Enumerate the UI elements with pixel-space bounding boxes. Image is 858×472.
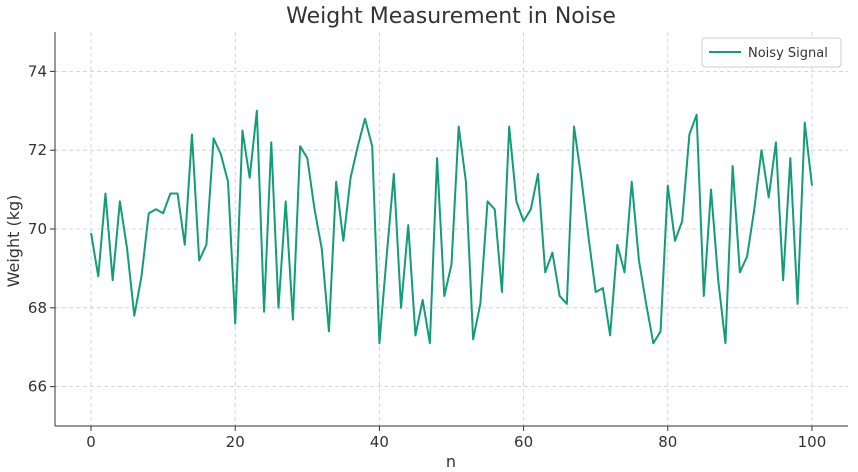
legend: Noisy Signal	[701, 37, 842, 68]
x-axis-label: n	[446, 452, 456, 471]
series-line-0	[90, 109, 813, 345]
y-axis-ticks: 66 68 70 72 74	[28, 62, 55, 396]
x-tick-label: 60	[514, 433, 533, 451]
x-tick-label: 40	[370, 433, 389, 451]
x-tick-label: 0	[86, 433, 96, 451]
series-group	[90, 109, 813, 345]
grid-lines	[55, 32, 848, 426]
y-tick-label: 70	[28, 220, 47, 238]
y-tick-label: 72	[28, 141, 47, 159]
x-axis-ticks: 0 20 40 60 80 100	[86, 426, 826, 451]
y-tick-label: 66	[28, 378, 47, 396]
y-tick-label: 74	[28, 62, 47, 80]
x-tick-label: 20	[226, 433, 245, 451]
y-axis-label: Weight (kg)	[4, 195, 23, 288]
x-tick-label: 80	[658, 433, 677, 451]
y-tick-label: 68	[28, 299, 47, 317]
legend-label: Noisy Signal	[748, 46, 828, 61]
x-tick-label: 100	[798, 433, 827, 451]
legend-box	[701, 37, 842, 68]
chart-title: Weight Measurement in Noise	[286, 4, 616, 29]
